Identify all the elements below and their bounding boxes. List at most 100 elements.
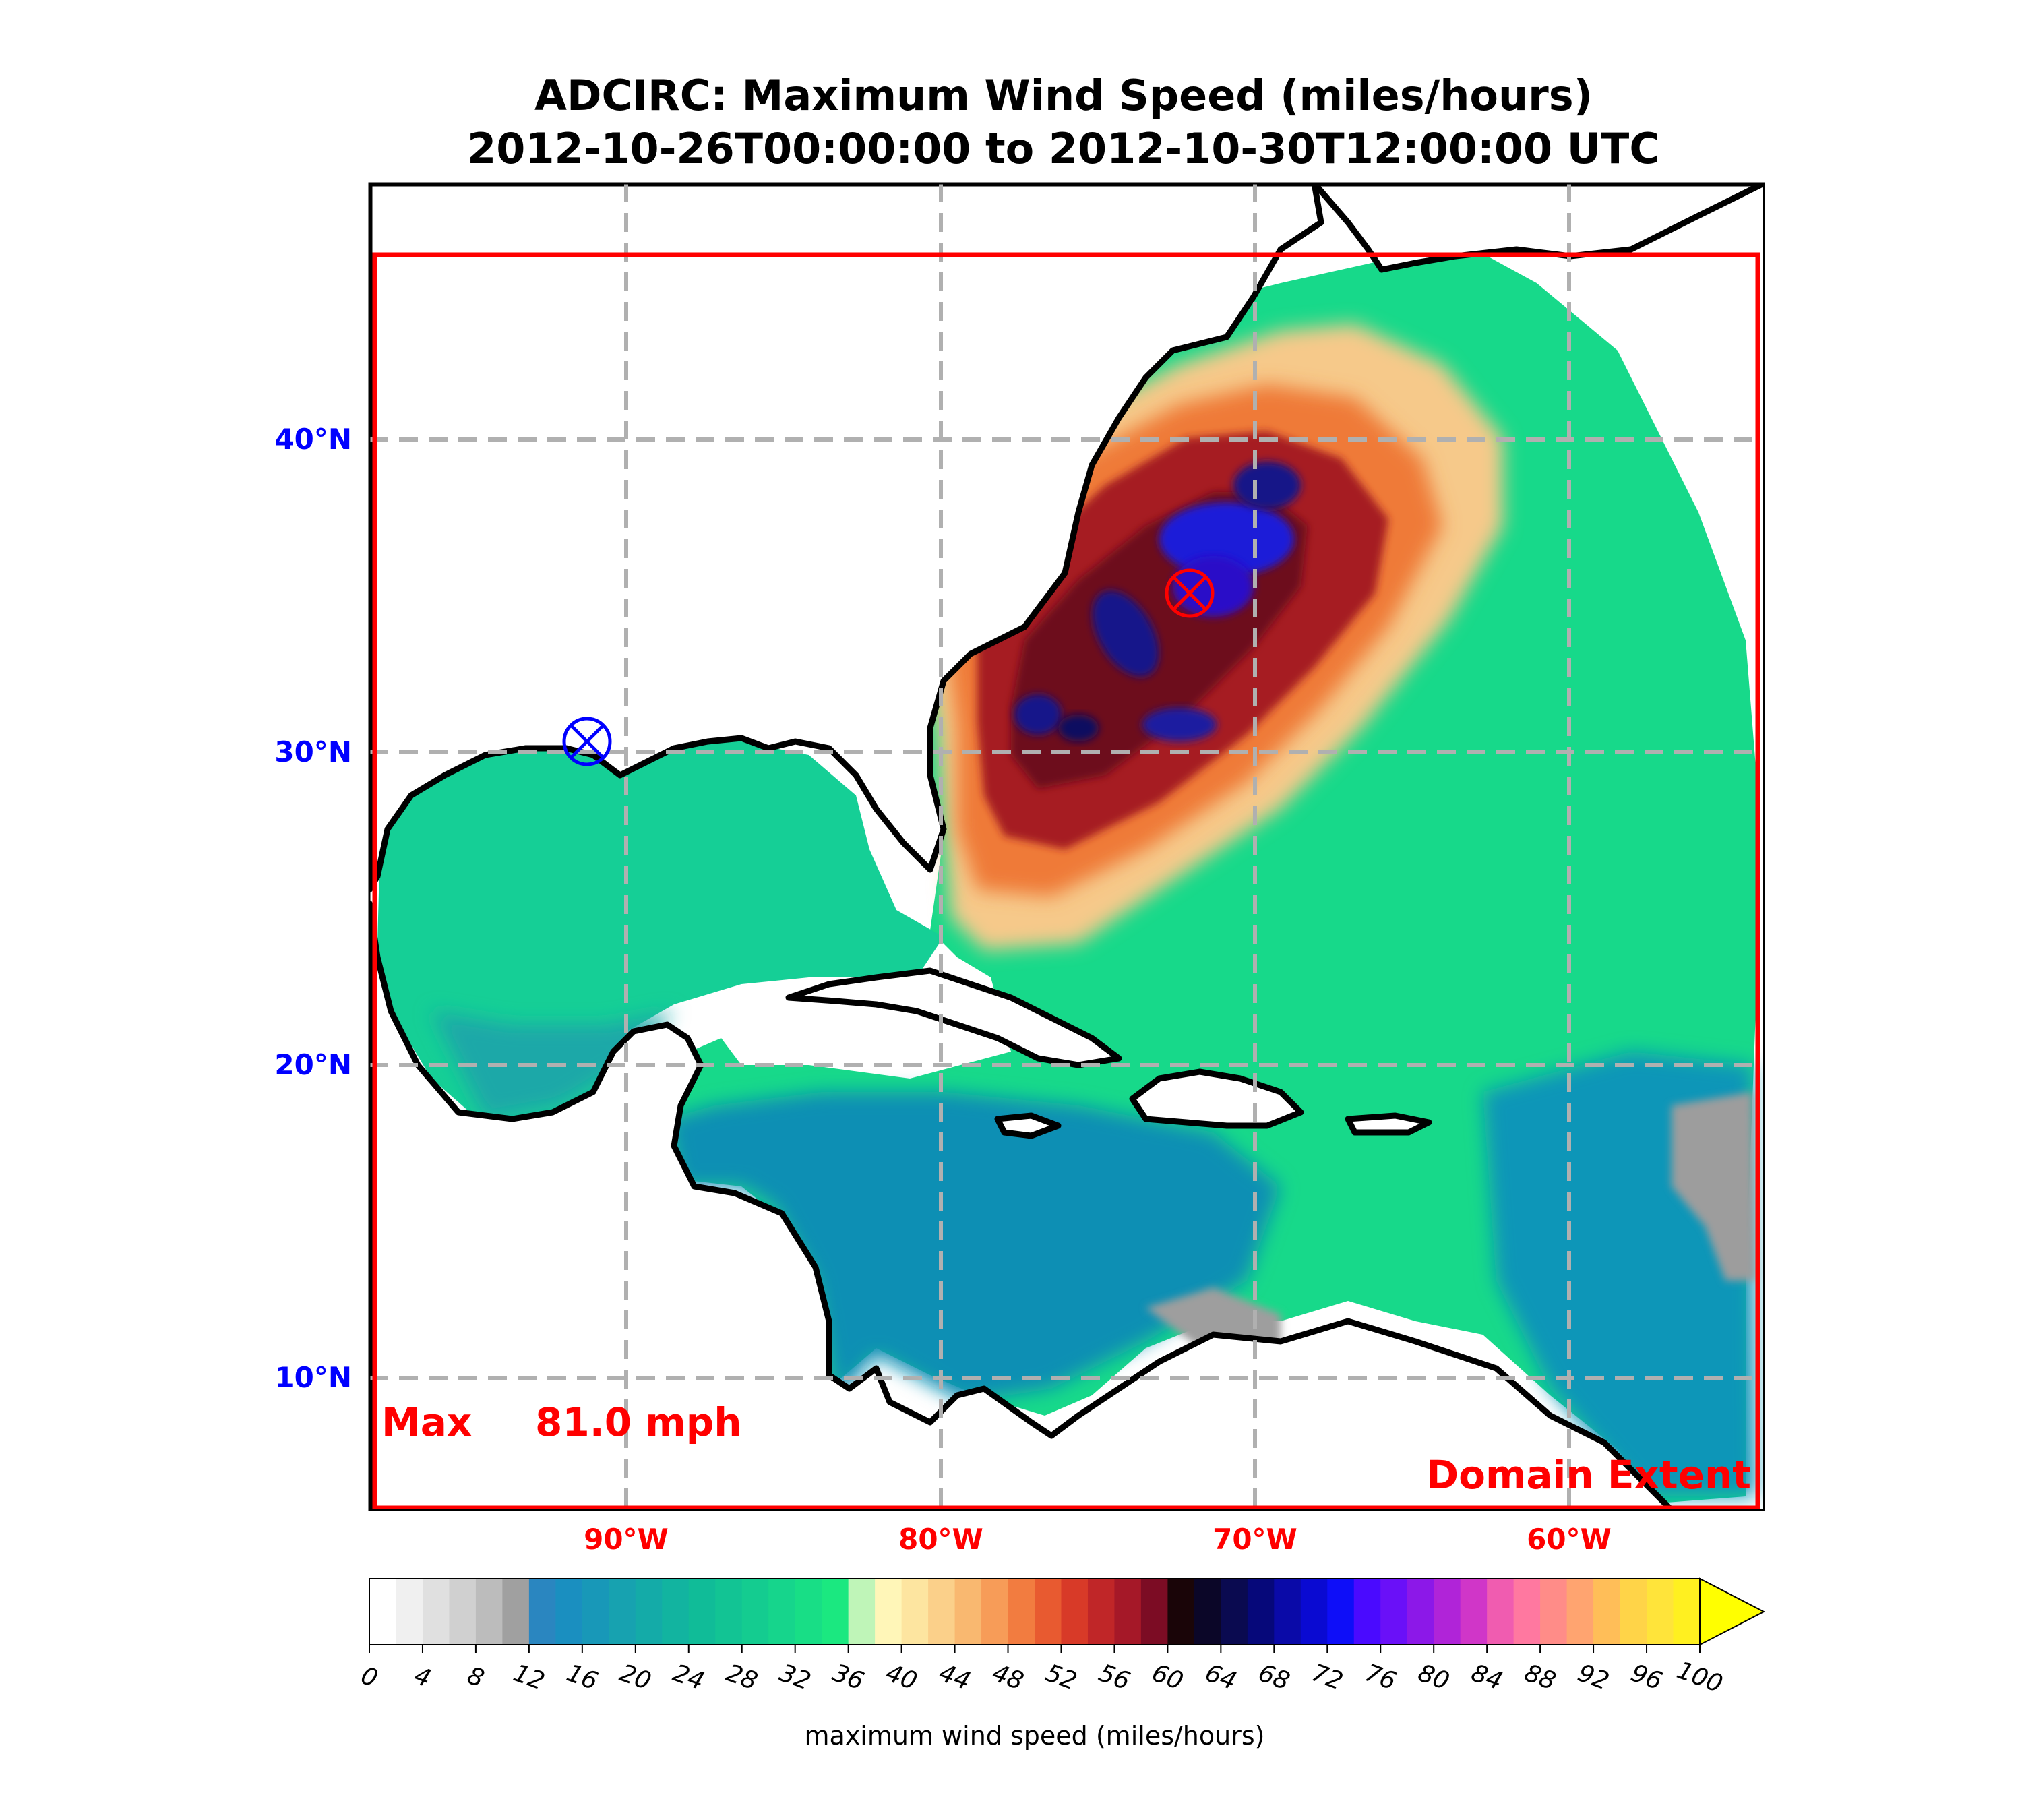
map-frame xyxy=(368,182,1765,1511)
colorbar-cell xyxy=(1566,1579,1594,1645)
colorbar-tick-label: 84 xyxy=(1467,1659,1506,1695)
mexico-central-america-land xyxy=(369,900,1675,1510)
colorbar-cell xyxy=(1487,1579,1514,1645)
colorbar-cell xyxy=(1194,1579,1222,1645)
colorbar-cell xyxy=(1274,1579,1301,1645)
lon-label-90w: 90°W xyxy=(584,1523,669,1556)
colorbar-cell xyxy=(715,1579,743,1645)
colorbar-cell xyxy=(848,1579,876,1645)
colorbar-cell xyxy=(1513,1579,1541,1645)
longitude-labels: 90°W 80°W 70°W 60°W xyxy=(584,1523,1612,1556)
colorbar-cell xyxy=(822,1579,849,1645)
colorbar-cell xyxy=(1300,1579,1328,1645)
colorbar-cell xyxy=(635,1579,663,1645)
wind-field xyxy=(369,183,1764,1510)
colorbar-cell xyxy=(981,1579,1009,1645)
lon-label-80w: 80°W xyxy=(898,1523,983,1556)
colorbar-cell xyxy=(1593,1579,1621,1645)
colorbar: 0 4 8 12 16 20 24 28 32 36 40 44 48 52 56 60 64 68 72 76 80 8… xyxy=(357,1577,1766,1751)
colorbar-cell xyxy=(1247,1579,1275,1645)
colorbar-cell xyxy=(528,1579,557,1645)
colorbar-tick-label: 52 xyxy=(1042,1659,1080,1695)
max-wind-band-1 xyxy=(1159,502,1294,576)
colorbar-cell xyxy=(1140,1579,1169,1645)
colorbar-cell xyxy=(1647,1579,1674,1645)
colorbar-cell xyxy=(688,1579,716,1645)
colorbar-cell xyxy=(449,1579,477,1645)
colorbar-cell xyxy=(1673,1579,1701,1645)
maritime-canada-land xyxy=(1311,183,1764,273)
lat-label-10n: 10°N xyxy=(274,1361,352,1394)
colorbar-tick-label: 32 xyxy=(776,1659,814,1695)
lat-label-30n: 30°N xyxy=(274,735,352,768)
colorbar-tick-label: 88 xyxy=(1521,1659,1559,1695)
colorbar-cell xyxy=(1167,1579,1195,1645)
colorbar-tick-label: 92 xyxy=(1574,1659,1612,1695)
max-value: 81.0 mph xyxy=(535,1399,742,1445)
lat-label-20n: 20°N xyxy=(274,1048,352,1081)
colorbar-cell xyxy=(1327,1579,1355,1645)
colorbar-cell xyxy=(1353,1579,1382,1645)
colorbar-cell xyxy=(1460,1579,1488,1645)
colorbar-cell xyxy=(741,1579,769,1645)
colorbar-cell xyxy=(901,1579,929,1645)
colorbar-tick-label: 36 xyxy=(829,1659,867,1695)
colorbar-cell xyxy=(1380,1579,1408,1645)
colorbar-cell xyxy=(582,1579,610,1645)
max-wind-band-5 xyxy=(1014,694,1062,735)
lon-label-60w: 60°W xyxy=(1527,1523,1612,1556)
colorbar-tick-label: 24 xyxy=(669,1659,708,1695)
latitude-labels: 40°N 30°N 20°N 10°N xyxy=(274,423,352,1394)
colorbar-cell xyxy=(609,1579,636,1645)
colorbar-tick-label: 40 xyxy=(882,1659,921,1695)
colorbar-cell xyxy=(1407,1579,1434,1645)
colorbar-cell xyxy=(1087,1579,1115,1645)
lat-label-40n: 40°N xyxy=(274,423,352,456)
colorbar-cell xyxy=(875,1579,902,1645)
max-wind-band-3 xyxy=(1233,462,1301,509)
colorbar-cell xyxy=(502,1579,530,1645)
colorbar-cell xyxy=(1540,1579,1568,1645)
colorbar-tick-label: 20 xyxy=(616,1659,654,1695)
colorbar-tick-label: 80 xyxy=(1414,1659,1452,1695)
colorbar-ticks: 0 4 8 12 16 20 24 28 32 36 40 44 48 52 56 60 64 68 72 76 80 8… xyxy=(357,1645,1726,1698)
caribbean-wind-field xyxy=(667,1092,1281,1402)
domain-extent-box xyxy=(372,252,1760,1511)
lon-label-70w: 70°W xyxy=(1213,1523,1297,1556)
colorbar-cell xyxy=(396,1579,423,1645)
colorbar-cell xyxy=(1620,1579,1647,1645)
colorbar-tick-label: 72 xyxy=(1308,1659,1347,1695)
colorbar-cell xyxy=(555,1579,583,1645)
colorbar-cell xyxy=(422,1579,450,1645)
colorbar-cell xyxy=(928,1579,956,1645)
colorbar-frame xyxy=(369,1578,1701,1645)
max-wind-band-4 xyxy=(1092,590,1159,677)
colorbar-tick-label: 56 xyxy=(1095,1659,1134,1695)
max-wind-band-7 xyxy=(1058,715,1099,741)
east-atlantic-calm xyxy=(1672,1092,1756,1281)
colorbar-cell xyxy=(1221,1579,1248,1645)
figure-title-line2: 2012-10-26T00:00:00 to 2012-10-30T12:00:… xyxy=(467,124,1660,173)
colorbar-tick-label: 12 xyxy=(510,1659,548,1695)
colorbar-tick-label: 0 xyxy=(357,1662,381,1693)
colorbar-cell xyxy=(1114,1579,1142,1645)
colorbar-cell xyxy=(369,1579,397,1645)
colorbar-tick-label: 100 xyxy=(1674,1656,1727,1698)
colorbar-tick-label: 8 xyxy=(464,1662,488,1693)
colorbar-tick-label: 48 xyxy=(989,1659,1027,1695)
colorbar-cell xyxy=(662,1579,690,1645)
colorbar-cells xyxy=(369,1579,1701,1645)
cuba-land xyxy=(785,967,1122,1068)
max-wind-marker xyxy=(1165,568,1215,618)
map-panel: Max 81.0 mph Domain Extent xyxy=(368,182,1765,1511)
venezuela-calm xyxy=(1146,1287,1281,1348)
colorbar-cell xyxy=(954,1579,982,1645)
colorbar-tick-label: 76 xyxy=(1361,1659,1400,1695)
gridlines xyxy=(369,183,1764,1510)
puerto-rico-land xyxy=(1345,1112,1432,1136)
landmasses xyxy=(369,183,1764,1510)
domain-extent-label: Domain Extent xyxy=(1426,1452,1751,1498)
colorbar-tick-label: 68 xyxy=(1255,1659,1293,1695)
colorbar-label: maximum wind speed (miles/hours) xyxy=(805,1721,1265,1751)
